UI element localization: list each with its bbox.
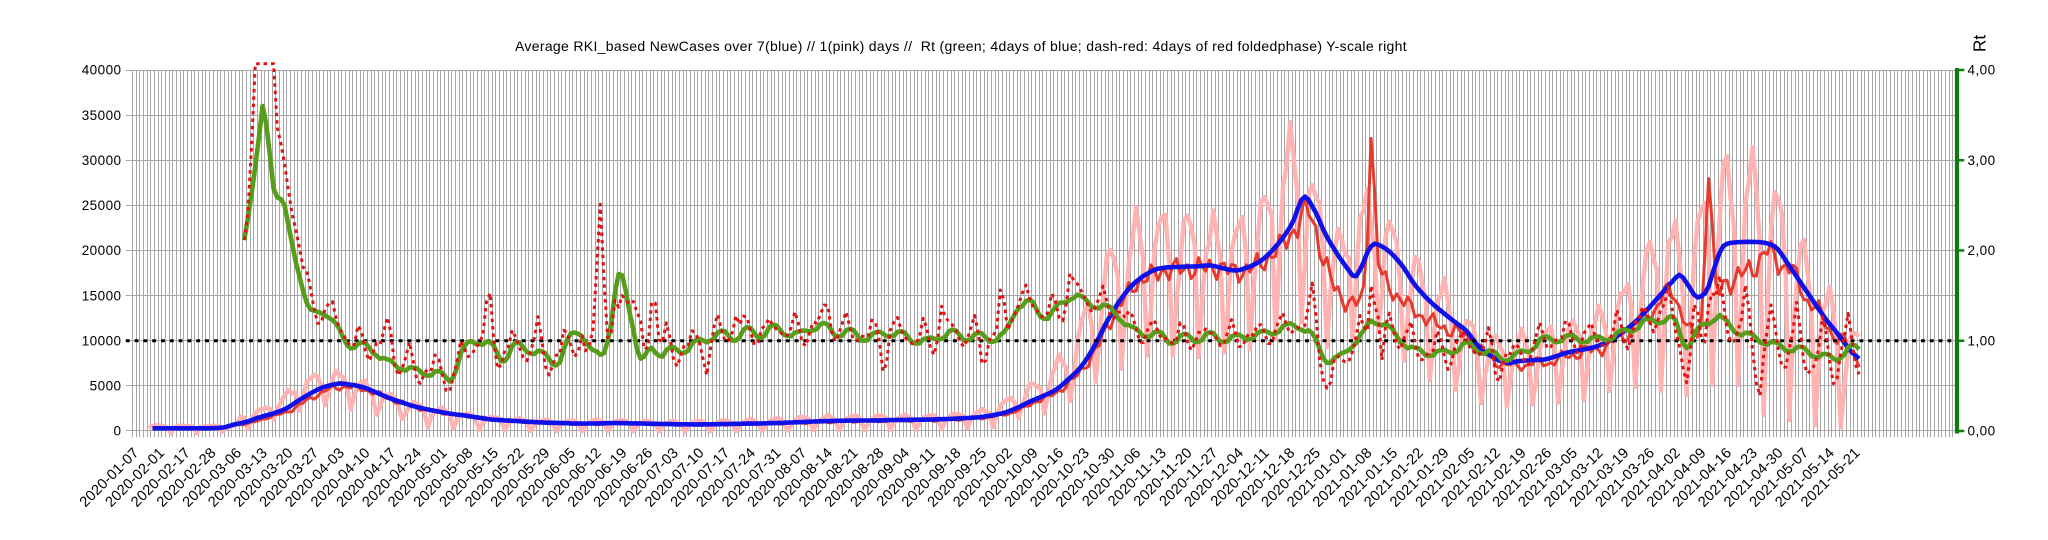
svg-text:20000: 20000 [82, 243, 122, 258]
svg-text:30000: 30000 [82, 153, 122, 168]
svg-text:0: 0 [114, 424, 122, 439]
svg-text:Rt: Rt [1970, 35, 1990, 52]
svg-text:35000: 35000 [82, 108, 122, 123]
svg-text:40000: 40000 [82, 63, 122, 78]
svg-text:5000: 5000 [90, 379, 122, 394]
svg-text:0,00: 0,00 [1968, 424, 1996, 439]
svg-text:15000: 15000 [82, 288, 122, 303]
svg-text:10000: 10000 [82, 333, 122, 348]
svg-text:2,00: 2,00 [1968, 243, 1996, 258]
svg-text:25000: 25000 [82, 198, 122, 213]
svg-text:1,00: 1,00 [1968, 333, 1996, 348]
svg-text:3,00: 3,00 [1968, 153, 1996, 168]
svg-text:Average RKI_based NewCases ove: Average RKI_based NewCases over 7(blue) … [515, 38, 1407, 54]
svg-text:4,00: 4,00 [1968, 63, 1996, 78]
